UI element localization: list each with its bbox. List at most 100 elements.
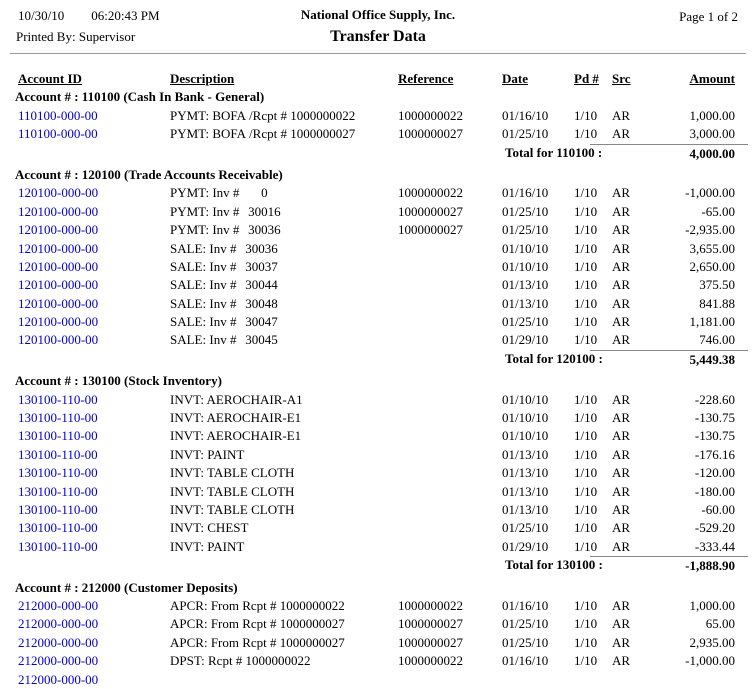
date-cell: 01/16/10 — [502, 653, 549, 669]
account-id-link[interactable]: 130100-110-00 — [18, 391, 98, 407]
account-id-link[interactable]: 120100-000-00 — [18, 314, 99, 330]
account-id-link[interactable]: 212000-000-00 — [18, 671, 99, 687]
reference-cell — [398, 276, 502, 294]
account-id-link[interactable]: 212000-000-00 — [18, 616, 99, 632]
amount-cell: -130.75 — [694, 410, 735, 426]
date-cell: 01/10/10 — [502, 258, 549, 274]
account-id-link[interactable]: 130100-110-00 — [18, 465, 98, 481]
page-number: Page 1 of 2 — [679, 9, 738, 24]
account-id-cell: 130100-110-00 — [18, 501, 170, 519]
description-text: INVT: CHEST — [170, 520, 249, 536]
description-detail: 30036 — [245, 240, 278, 256]
account-id-link[interactable]: 130100-110-00 — [18, 446, 98, 462]
account-id-link[interactable]: 212000-000-00 — [18, 653, 99, 669]
account-id-link[interactable]: 212000-000-00 — [18, 597, 99, 613]
date-cell: 01/10/10 — [502, 410, 549, 426]
description-cell: SALE: Inv # 30037 — [170, 258, 398, 276]
date-cell: 01/13/10 — [502, 465, 549, 481]
amount-cell: 746.00 — [699, 332, 735, 348]
description-cell: DPST: Rcpt # 1000000022 — [170, 652, 398, 670]
table-row: 110100-000-00 PYMT: BOFA/Rcpt # 10000000… — [0, 107, 756, 125]
description-text: SALE: Inv # — [170, 258, 237, 274]
account-id-cell: 212000-000-00 — [18, 634, 170, 652]
reference-cell — [398, 240, 502, 258]
description-text: PYMT: Inv # — [170, 222, 240, 238]
account-id-link[interactable]: 120100-000-00 — [18, 222, 99, 238]
account-id-link[interactable]: 120100-000-00 — [18, 277, 99, 293]
print-time: 06:20:43 PM — [91, 8, 160, 23]
account-id-cell: 130100-110-00 — [18, 446, 170, 464]
account-id-cell: 130100-110-00 — [18, 538, 170, 556]
account-id-link[interactable]: 120100-000-00 — [18, 240, 99, 256]
description-cell: INVT: AEROCHAIR-A1 — [170, 391, 398, 409]
table-row: 120100-000-00 SALE: Inv #30048 01/13/10 … — [0, 295, 756, 313]
account-id-link[interactable]: 130100-110-00 — [18, 428, 98, 444]
source-cell: AR — [612, 107, 631, 123]
account-id-cell: 130100-110-00 — [18, 464, 170, 482]
period-cell: 1/10 — [574, 410, 598, 426]
description-text: INVT: TABLE CLOTH — [170, 483, 295, 499]
account-id-cell: 212000-000-00 — [18, 671, 170, 689]
description-cell: INVT: PAINT — [170, 538, 398, 556]
account-id-cell: 130100-110-00 — [18, 519, 170, 537]
description-text: SALE: Inv # — [170, 277, 237, 293]
date-cell: 01/25/10 — [502, 203, 549, 219]
source-cell: AR — [612, 295, 631, 311]
date-cell: 01/13/10 — [502, 483, 549, 499]
reference-cell — [398, 519, 502, 537]
description-text: SALE: Inv # — [170, 240, 237, 256]
account-id-link[interactable]: 130100-110-00 — [18, 410, 98, 426]
amount-cell: -180.00 — [694, 483, 735, 499]
table-row: 120100-000-00 SALE: Inv #30044 01/13/10 … — [0, 276, 756, 294]
account-id-link[interactable]: 110100-000-00 — [18, 126, 98, 142]
reference-cell — [398, 295, 502, 313]
account-id-cell: 120100-000-00 — [18, 331, 170, 349]
account-id-link[interactable]: 120100-000-00 — [18, 332, 99, 348]
source-cell: AR — [612, 332, 631, 348]
page-header: 10/30/10 06:20:43 PM Printed By: Supervi… — [0, 0, 756, 53]
amount-cell: 1,000.00 — [689, 597, 736, 613]
account-id-link[interactable]: 130100-110-00 — [18, 501, 98, 517]
account-id-link[interactable]: 130100-110-00 — [18, 520, 98, 536]
account-id-link[interactable]: 120100-000-00 — [18, 295, 99, 311]
source-cell: AR — [612, 203, 631, 219]
period-cell: 1/10 — [574, 520, 598, 536]
section-rows: 110100-000-00 PYMT: BOFA/Rcpt # 10000000… — [0, 107, 756, 144]
table-row: 120100-000-00 PYMT: Inv # 30016 100000002… — [0, 203, 756, 221]
description-text: INVT: AEROCHAIR-E1 — [170, 410, 302, 426]
amount-cell: 3,655.00 — [689, 240, 736, 256]
column-header-source: Src — [612, 71, 631, 86]
date-cell: 01/25/10 — [502, 520, 549, 536]
reference-cell: 1000000027 — [398, 203, 463, 219]
source-cell: AR — [612, 597, 631, 613]
description-cell: SALE: Inv # 30045 — [170, 331, 398, 349]
reference-cell — [398, 538, 502, 556]
account-id-link[interactable]: 130100-110-00 — [18, 538, 98, 554]
account-id-link[interactable]: 110100-000-00 — [18, 107, 98, 123]
table-row: 130100-110-00 INVT: TABLE CLOTH 01/13/10… — [0, 483, 756, 501]
source-cell: AR — [612, 483, 631, 499]
amount-cell: -176.16 — [694, 446, 735, 462]
description-cell: INVT: PAINT — [170, 446, 398, 464]
table-row: 120100-000-00 PYMT: Inv # 0 1000000022 01… — [0, 184, 756, 202]
source-cell: AR — [612, 465, 631, 481]
company-name: National Office Supply, Inc. — [300, 7, 456, 22]
account-id-link[interactable]: 120100-000-00 — [18, 258, 99, 274]
amount-cell: -333.44 — [694, 538, 735, 554]
account-id-link[interactable]: 130100-110-00 — [18, 483, 98, 499]
description-cell: INVT: AEROCHAIR-E1 — [170, 427, 398, 445]
account-id-link[interactable]: 120100-000-00 — [18, 185, 99, 201]
period-cell: 1/10 — [574, 483, 598, 499]
table-row: 110100-000-00 PYMT: BOFA/Rcpt # 10000000… — [0, 125, 756, 143]
period-cell: 1/10 — [574, 597, 598, 613]
account-id-link[interactable]: 212000-000-00 — [18, 634, 99, 650]
description-text: INVT: AEROCHAIR-E1 — [170, 428, 302, 444]
table-row: 212000-000-00 APCR: From Rcpt # 10000000… — [0, 597, 756, 615]
date-cell: 01/25/10 — [502, 126, 549, 142]
account-id-link[interactable]: 120100-000-00 — [18, 203, 99, 219]
description-text: INVT: AEROCHAIR-A1 — [170, 391, 303, 407]
period-cell: 1/10 — [574, 538, 598, 554]
account-section: Account # : 130100 (Stock Inventory) 130… — [0, 372, 756, 574]
amount-cell: -120.00 — [694, 465, 735, 481]
date-cell: 01/29/10 — [502, 538, 549, 554]
